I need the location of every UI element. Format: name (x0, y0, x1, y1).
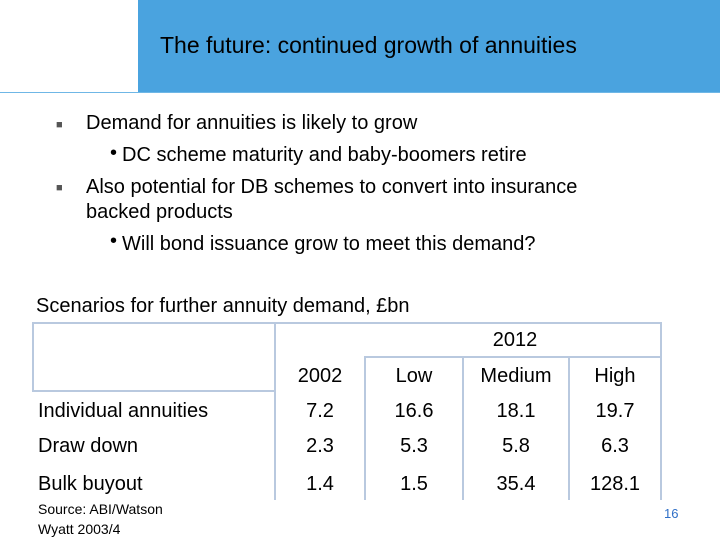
table-cell: 1.5 (400, 473, 428, 495)
table-border-col (568, 356, 570, 500)
row-label-draw-down: Draw down (38, 435, 139, 457)
annuity-demand-table: 2012 2002 Low Medium High Individual ann… (32, 322, 662, 500)
col-header-2002: 2002 (297, 365, 343, 387)
table-cell: 7.2 (306, 400, 334, 422)
table-border-label-right (274, 322, 276, 500)
table-cell: 128.1 (589, 473, 641, 495)
dot-bullet-icon: • (110, 142, 118, 164)
table-cell: 18.1 (496, 400, 536, 422)
table-border-col (462, 356, 464, 500)
table-border-group (364, 356, 662, 358)
bullet-item: Demand for annuities is likely to grow (86, 112, 418, 134)
source-line: Wyatt 2003/4 (38, 521, 121, 537)
title-bar (138, 0, 720, 92)
source-line: Source: ABI/Watson (38, 501, 163, 517)
table-cell: 2.3 (306, 435, 334, 457)
sub-bullet-item: DC scheme maturity and baby-boomers reti… (122, 144, 527, 166)
table-caption: Scenarios for further annuity demand, £b… (36, 295, 410, 317)
col-header-low: Low (395, 365, 433, 387)
table-cell: 5.8 (502, 435, 530, 457)
table-cell: 16.6 (394, 400, 434, 422)
row-label-bulk-buyout: Bulk buyout (38, 473, 143, 495)
col-header-medium: Medium (480, 365, 552, 387)
row-label-individual-annuities: Individual annuities (38, 400, 209, 422)
table-border-label-bottom (32, 390, 276, 392)
table-cell: 19.7 (595, 400, 635, 422)
table-border-top (32, 322, 662, 324)
table-border-right (660, 322, 662, 500)
table-cell: 6.3 (601, 435, 629, 457)
slide-title: The future: continued growth of annuitie… (160, 32, 577, 58)
table-border-col (364, 356, 366, 500)
table-border-left (32, 322, 34, 392)
sub-bullet-item: Will bond issuance grow to meet this dem… (122, 233, 536, 255)
group-header-2012: 2012 (492, 329, 538, 351)
table-cell: 1.4 (306, 473, 334, 495)
col-header-high: High (594, 365, 636, 387)
bullet-item-continuation: backed products (86, 201, 233, 223)
square-bullet-icon: ■ (56, 119, 63, 131)
title-divider (0, 92, 720, 93)
bullet-item: Also potential for DB schemes to convert… (86, 176, 578, 198)
table-cell: 5.3 (400, 435, 428, 457)
table-cell: 35.4 (496, 473, 536, 495)
square-bullet-icon: ■ (56, 182, 63, 194)
source-note: Source: ABI/Watson Wyatt 2003/4 (38, 499, 163, 539)
page-number: 16 (664, 506, 679, 521)
dot-bullet-icon: • (110, 230, 118, 252)
